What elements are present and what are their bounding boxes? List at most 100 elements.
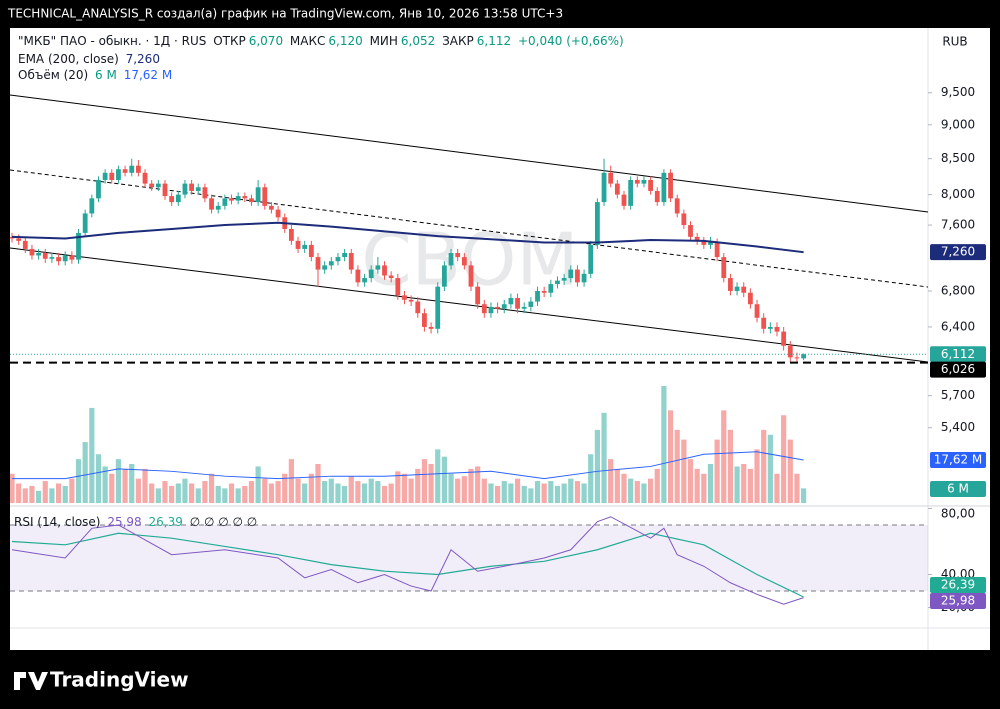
volume-bar xyxy=(262,478,268,503)
candle-body xyxy=(22,240,28,249)
candle-body xyxy=(435,286,441,329)
candle-body xyxy=(461,257,467,266)
channel-lower xyxy=(10,247,928,363)
price-badge xyxy=(930,593,986,609)
candle-body xyxy=(315,257,321,270)
volume-bar xyxy=(55,483,62,503)
rsi-legend: RSI (14, close) 25,98 26,39 ∅ ∅ ∅ ∅ ∅ xyxy=(14,515,260,529)
volume-ma-line xyxy=(11,451,804,480)
volume-bar xyxy=(381,485,388,503)
candle-body xyxy=(382,265,387,276)
candle-body xyxy=(322,265,328,270)
candle-body xyxy=(269,205,274,210)
candle-body xyxy=(654,190,660,203)
volume-bar xyxy=(461,476,467,503)
volume-bar xyxy=(754,449,760,503)
volume-bar xyxy=(255,466,261,503)
volume-bar xyxy=(481,478,487,503)
volume-name: Объём (20) xyxy=(18,68,89,82)
candle-body xyxy=(741,286,747,293)
volume-bar xyxy=(741,464,747,503)
candle-body xyxy=(475,286,481,305)
volume-bar xyxy=(634,481,640,503)
candle-body xyxy=(288,228,294,241)
candle-body xyxy=(262,187,268,206)
candle-body xyxy=(555,280,560,285)
candle-body xyxy=(561,278,567,281)
candle-body xyxy=(355,269,361,283)
volume-legend: Объём (20) 6 M 17,62 M xyxy=(18,68,175,82)
tick-label: 8,500 xyxy=(941,151,975,165)
volume-bar xyxy=(95,454,102,503)
volume-bar xyxy=(448,473,454,503)
volume-bar xyxy=(608,459,614,503)
candle-body xyxy=(428,326,434,329)
candle-body xyxy=(375,265,381,270)
volume-bar xyxy=(342,485,348,503)
credit: TECHNICAL_ANALYSIS_R создал(а) график на… xyxy=(7,7,563,21)
rsi-band xyxy=(10,524,928,592)
volume-bar xyxy=(721,410,727,503)
volume-bar xyxy=(288,459,294,503)
ohlc-value: 6,070 xyxy=(248,34,284,48)
volume-bar xyxy=(22,488,28,503)
volume-bar xyxy=(395,471,401,503)
volume-bar xyxy=(275,481,281,503)
volume-bar xyxy=(548,481,554,503)
tick-label: 9,500 xyxy=(941,85,975,99)
volume-value: 6 M xyxy=(95,68,117,82)
volume-bar xyxy=(242,485,248,503)
logo xyxy=(14,672,48,690)
candle-body xyxy=(202,187,208,199)
volume-bar xyxy=(674,429,680,503)
candle-body xyxy=(122,169,128,173)
volume-bar xyxy=(302,483,308,503)
volume-bar xyxy=(654,468,660,503)
volume-bar xyxy=(561,483,567,503)
candle-body xyxy=(42,253,48,259)
candle-body xyxy=(548,284,554,293)
volume-bar xyxy=(794,473,800,503)
candle-body xyxy=(135,165,141,173)
volume-bar xyxy=(228,483,235,503)
candle-body xyxy=(16,238,22,241)
candle-body xyxy=(441,265,447,287)
volume-bar xyxy=(747,468,753,503)
volume-bar xyxy=(601,412,607,503)
candle-body xyxy=(255,187,261,203)
volume-bar xyxy=(521,485,527,503)
volume-bar xyxy=(82,442,88,503)
volume-bar xyxy=(581,483,587,503)
volume-bar xyxy=(468,468,474,503)
symbol: "МКБ" ПАО - обыкн. · 1Д · RUS xyxy=(18,34,207,48)
volume-bar xyxy=(594,429,600,503)
ema-legend: EMA (200, close) 7,260 xyxy=(18,52,163,66)
candle-body xyxy=(648,179,654,191)
candle-body xyxy=(794,357,800,359)
candle-body xyxy=(249,198,254,203)
currency: RUB xyxy=(942,35,967,49)
volume-bar xyxy=(122,468,128,503)
candle-body xyxy=(481,304,487,314)
candle-body xyxy=(734,286,740,292)
volume-bar xyxy=(75,459,82,503)
candle-body xyxy=(747,292,753,305)
candle-body xyxy=(495,306,501,309)
rsi-line xyxy=(11,516,804,605)
candle-body xyxy=(69,255,75,260)
candle-body xyxy=(701,240,707,245)
candle-body xyxy=(501,304,507,309)
volume-bar xyxy=(322,481,328,503)
volume-bar xyxy=(235,488,241,503)
candle-body xyxy=(275,209,281,218)
candle-body xyxy=(761,317,767,329)
volume-bar xyxy=(734,466,740,503)
candle-body xyxy=(568,269,574,279)
volume-bar xyxy=(295,478,301,503)
volume-bar xyxy=(534,481,541,503)
volume-bar xyxy=(189,483,195,503)
volume-bar xyxy=(774,473,780,503)
candle-body xyxy=(102,172,108,180)
